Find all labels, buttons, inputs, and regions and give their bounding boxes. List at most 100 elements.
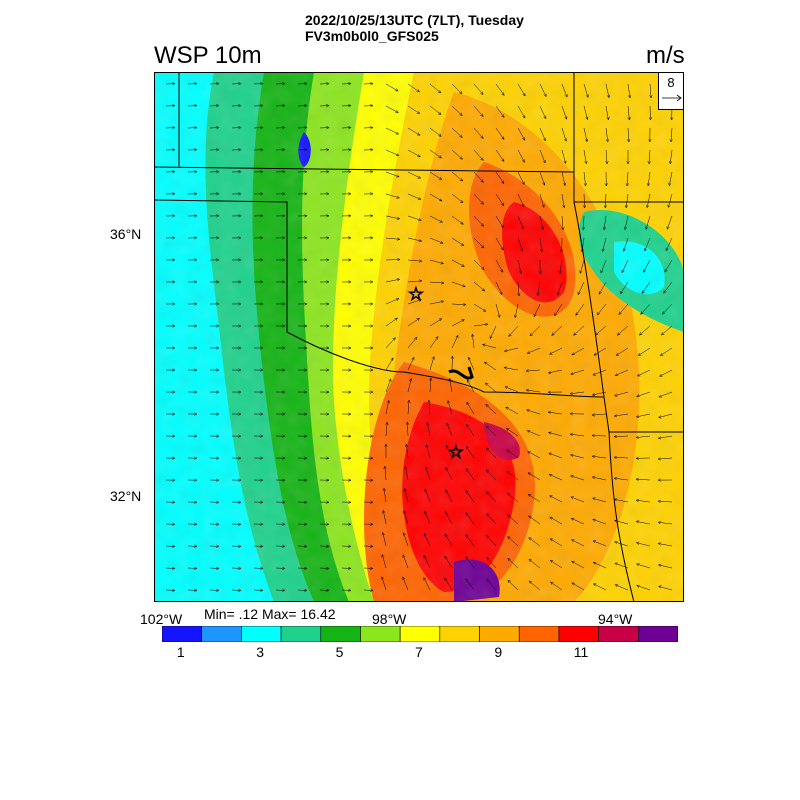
wind-vector-head bbox=[194, 104, 198, 108]
wind-vector-head bbox=[506, 492, 511, 496]
wind-vector-head bbox=[326, 302, 330, 306]
wind-vector-head bbox=[668, 182, 672, 187]
wind-vector-head bbox=[370, 104, 374, 108]
wind-vector bbox=[646, 193, 651, 208]
wind-vector bbox=[548, 432, 563, 437]
wind-vector-head bbox=[282, 214, 286, 218]
wind-vector-head bbox=[618, 311, 622, 316]
wind-vector bbox=[507, 558, 519, 569]
wind-vector-head bbox=[396, 195, 400, 199]
wind-vector-head bbox=[591, 454, 596, 459]
wind-vector-head bbox=[636, 563, 640, 567]
wind-vector-head bbox=[438, 318, 443, 322]
wind-vector-head bbox=[585, 116, 589, 121]
wind-vector bbox=[473, 127, 484, 139]
wind-vector bbox=[549, 538, 563, 547]
wind-vector-head bbox=[238, 456, 242, 460]
wind-vector bbox=[613, 435, 629, 437]
colorbar-tick-label: 5 bbox=[335, 644, 344, 660]
wind-vector-head bbox=[370, 478, 374, 482]
wind-vector-head bbox=[326, 258, 330, 262]
wind-vector-head bbox=[435, 336, 439, 340]
wind-vector bbox=[447, 400, 453, 415]
wind-vector bbox=[385, 105, 399, 113]
wind-vector-head bbox=[520, 248, 524, 252]
wind-vector-head bbox=[326, 566, 330, 570]
wind-vector bbox=[444, 533, 453, 547]
wind-vector-head bbox=[260, 148, 264, 152]
wind-vector-head bbox=[282, 588, 286, 592]
colorbar-box bbox=[241, 626, 282, 642]
wind-vector bbox=[549, 495, 563, 503]
wind-vector-head bbox=[614, 584, 619, 588]
lon-label-102w: 102°W bbox=[140, 611, 183, 627]
wind-vector bbox=[605, 105, 609, 120]
wind-vector-head bbox=[635, 499, 640, 503]
wind-vector-head bbox=[521, 181, 525, 186]
wind-vector-head bbox=[348, 522, 352, 526]
wind-vector-head bbox=[414, 336, 418, 341]
wind-vector-head bbox=[326, 522, 330, 526]
wind-vectors bbox=[165, 82, 674, 592]
wind-vector-head bbox=[445, 444, 449, 449]
wind-vector-head bbox=[564, 116, 568, 120]
wind-vector-head bbox=[382, 487, 386, 492]
wind-vector-head bbox=[419, 279, 423, 283]
wind-vector bbox=[661, 325, 673, 336]
wind-vector bbox=[645, 215, 651, 230]
wind-vector-head bbox=[547, 390, 551, 394]
wind-vector bbox=[627, 105, 630, 120]
wind-vector-head bbox=[216, 214, 220, 218]
wind-vector bbox=[539, 149, 546, 164]
wind-vector bbox=[583, 193, 585, 209]
wind-vector-head bbox=[614, 541, 618, 544]
wind-vector-head bbox=[304, 522, 308, 526]
wind-vector bbox=[517, 193, 525, 207]
wind-vector bbox=[423, 577, 431, 591]
wind-vector bbox=[465, 556, 475, 569]
wind-vector bbox=[554, 303, 563, 317]
wind-vector bbox=[495, 281, 503, 295]
wind-vector-head bbox=[405, 421, 410, 425]
wind-vector-head bbox=[486, 469, 490, 473]
wind-vector-head bbox=[549, 351, 553, 355]
wind-vector-head bbox=[260, 82, 264, 86]
wind-vector-head bbox=[623, 226, 627, 231]
wind-vector-head bbox=[563, 160, 567, 165]
wind-vector-head bbox=[172, 258, 176, 262]
wind-vector-head bbox=[637, 352, 642, 356]
wind-vector bbox=[495, 215, 504, 228]
wind-vector bbox=[407, 83, 420, 93]
wind-vector-head bbox=[501, 180, 505, 185]
wind-vector-head bbox=[543, 137, 546, 142]
wind-vector-head bbox=[260, 280, 264, 284]
wind-vector-head bbox=[485, 425, 489, 429]
wind-vector bbox=[507, 492, 519, 503]
wind-vector-head bbox=[326, 390, 330, 394]
wind-vector bbox=[660, 347, 673, 356]
wind-vector bbox=[495, 237, 504, 251]
wind-vector bbox=[385, 83, 399, 92]
wind-vector-head bbox=[381, 553, 385, 558]
wind-vector bbox=[473, 215, 484, 227]
wind-vector bbox=[621, 259, 629, 273]
wind-vector-head bbox=[613, 434, 617, 439]
wind-vector-head bbox=[441, 281, 445, 285]
wind-vector bbox=[466, 424, 475, 437]
wind-vector bbox=[614, 541, 629, 547]
wind-vector-head bbox=[543, 115, 547, 120]
wind-vector bbox=[429, 127, 442, 137]
reference-vector-value: 8 bbox=[667, 75, 675, 90]
wind-vector bbox=[615, 584, 629, 591]
wind-vector-head bbox=[216, 566, 220, 570]
wind-vector bbox=[644, 237, 651, 252]
wind-vector-head bbox=[483, 361, 488, 365]
wind-vector-head bbox=[522, 137, 526, 141]
wind-vector-head bbox=[216, 236, 220, 240]
wind-vector bbox=[670, 127, 673, 143]
wind-vector bbox=[592, 391, 607, 396]
wind-vector-head bbox=[403, 510, 407, 514]
wind-vector-head bbox=[501, 136, 505, 140]
wind-vector bbox=[561, 105, 567, 120]
wind-vector bbox=[575, 303, 585, 316]
